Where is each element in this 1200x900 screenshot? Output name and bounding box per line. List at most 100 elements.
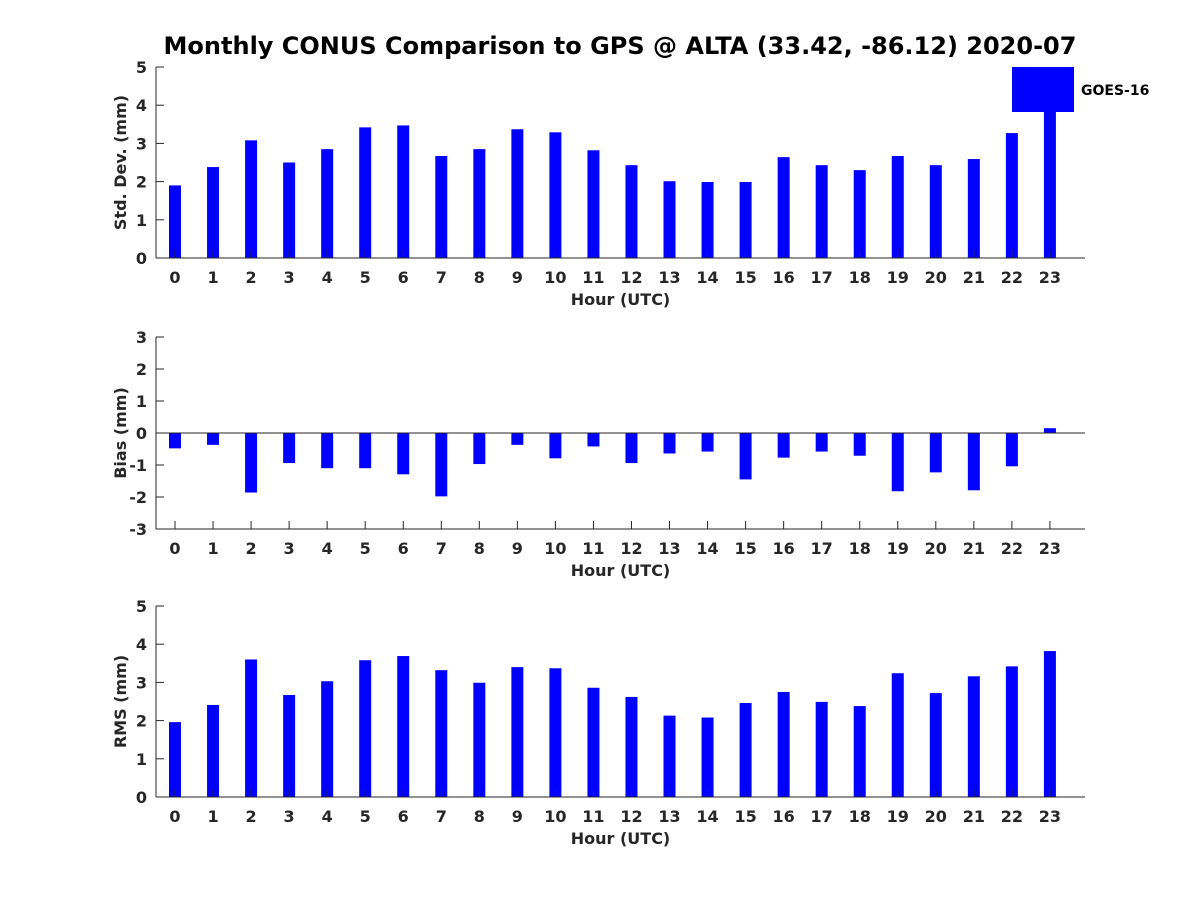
x-tick-label-0: 16	[773, 268, 795, 287]
bar-1-7	[435, 433, 447, 496]
x-tick-label-0: 18	[849, 268, 871, 287]
x-tick-label-1: 0	[169, 539, 180, 558]
bar-2-22	[1006, 666, 1018, 797]
y-tick-label-1: -1	[129, 456, 147, 475]
bar-1-22	[1006, 433, 1018, 466]
y-tick-label-0: 2	[136, 173, 147, 192]
bar-2-1	[207, 705, 219, 797]
x-tick-label-0: 0	[169, 268, 180, 287]
x-tick-label-1: 20	[925, 539, 947, 558]
x-tick-label-0: 14	[696, 268, 718, 287]
bar-0-10	[549, 132, 561, 258]
legend-label: GOES-16	[1081, 83, 1149, 99]
figure-title: Monthly CONUS Comparison to GPS @ ALTA (…	[164, 32, 1077, 60]
x-tick-label-0: 20	[925, 268, 947, 287]
bar-2-12	[625, 697, 637, 797]
bar-0-9	[511, 129, 523, 258]
bar-2-0	[169, 722, 181, 797]
y-tick-label-1: 0	[136, 424, 147, 443]
x-tick-label-2: 19	[887, 807, 909, 826]
bar-1-21	[968, 433, 980, 490]
x-tick-label-0: 19	[887, 268, 909, 287]
x-tick-label-2: 22	[1001, 807, 1023, 826]
y-axis-label-1: Bias (mm)	[111, 387, 130, 479]
x-tick-label-1: 21	[963, 539, 985, 558]
x-tick-label-0: 12	[620, 268, 642, 287]
x-tick-label-0: 8	[474, 268, 485, 287]
y-tick-label-2: 1	[136, 750, 147, 769]
x-tick-label-2: 11	[582, 807, 604, 826]
bar-0-19	[892, 156, 904, 258]
bar-0-1	[207, 167, 219, 258]
bar-1-12	[625, 433, 637, 463]
x-axis-label-1: Hour (UTC)	[571, 561, 671, 580]
bar-0-5	[359, 127, 371, 258]
x-tick-label-1: 11	[582, 539, 604, 558]
legend-swatch	[1012, 67, 1074, 112]
bar-0-20	[930, 165, 942, 258]
x-tick-label-2: 23	[1039, 807, 1061, 826]
x-tick-label-1: 13	[658, 539, 680, 558]
bar-1-0	[169, 433, 181, 448]
x-tick-label-0: 4	[322, 268, 333, 287]
bar-0-16	[778, 157, 790, 258]
x-tick-label-2: 6	[398, 807, 409, 826]
bar-1-19	[892, 433, 904, 491]
bar-0-0	[169, 185, 181, 258]
bar-1-1	[207, 433, 219, 445]
x-axis-label-2: Hour (UTC)	[571, 829, 671, 848]
x-tick-label-0: 10	[544, 268, 566, 287]
y-tick-label-1: 3	[136, 328, 147, 347]
bar-2-19	[892, 673, 904, 797]
x-tick-label-1: 15	[734, 539, 756, 558]
bar-1-5	[359, 433, 371, 468]
bar-0-6	[397, 125, 409, 258]
bar-2-7	[435, 670, 447, 797]
bar-2-13	[664, 716, 676, 797]
bar-0-3	[283, 163, 295, 259]
x-tick-label-1: 19	[887, 539, 909, 558]
x-tick-label-2: 1	[207, 807, 218, 826]
bar-1-2	[245, 433, 257, 493]
bar-2-20	[930, 693, 942, 797]
y-axis-label-0: Std. Dev. (mm)	[111, 95, 130, 230]
x-tick-label-2: 15	[734, 807, 756, 826]
bar-0-11	[587, 150, 599, 258]
x-tick-label-1: 23	[1039, 539, 1061, 558]
x-tick-label-1: 1	[207, 539, 218, 558]
x-tick-label-2: 2	[246, 807, 257, 826]
x-tick-label-1: 6	[398, 539, 409, 558]
x-tick-label-0: 13	[658, 268, 680, 287]
x-tick-label-0: 15	[734, 268, 756, 287]
y-tick-label-1: 1	[136, 392, 147, 411]
bar-0-7	[435, 156, 447, 258]
x-tick-label-2: 18	[849, 807, 871, 826]
x-tick-label-2: 17	[811, 807, 833, 826]
bar-1-8	[473, 433, 485, 464]
x-tick-label-1: 14	[696, 539, 718, 558]
bar-2-23	[1044, 651, 1056, 797]
bar-1-13	[664, 433, 676, 453]
bar-0-4	[321, 149, 333, 258]
x-tick-label-0: 2	[246, 268, 257, 287]
bar-2-8	[473, 683, 485, 797]
x-tick-label-1: 22	[1001, 539, 1023, 558]
bar-2-4	[321, 681, 333, 797]
x-tick-label-0: 22	[1001, 268, 1023, 287]
x-tick-label-0: 23	[1039, 268, 1061, 287]
bar-2-11	[587, 688, 599, 797]
bar-2-9	[511, 667, 523, 797]
bar-2-17	[816, 702, 828, 797]
y-tick-label-0: 5	[136, 58, 147, 77]
bar-2-6	[397, 656, 409, 797]
bar-2-15	[740, 703, 752, 797]
bar-0-14	[702, 182, 714, 258]
y-axis-label-2: RMS (mm)	[111, 655, 130, 748]
bar-2-2	[245, 659, 257, 797]
x-tick-label-2: 0	[169, 807, 180, 826]
x-tick-label-2: 8	[474, 807, 485, 826]
x-tick-label-2: 20	[925, 807, 947, 826]
x-tick-label-0: 6	[398, 268, 409, 287]
bar-2-21	[968, 676, 980, 797]
